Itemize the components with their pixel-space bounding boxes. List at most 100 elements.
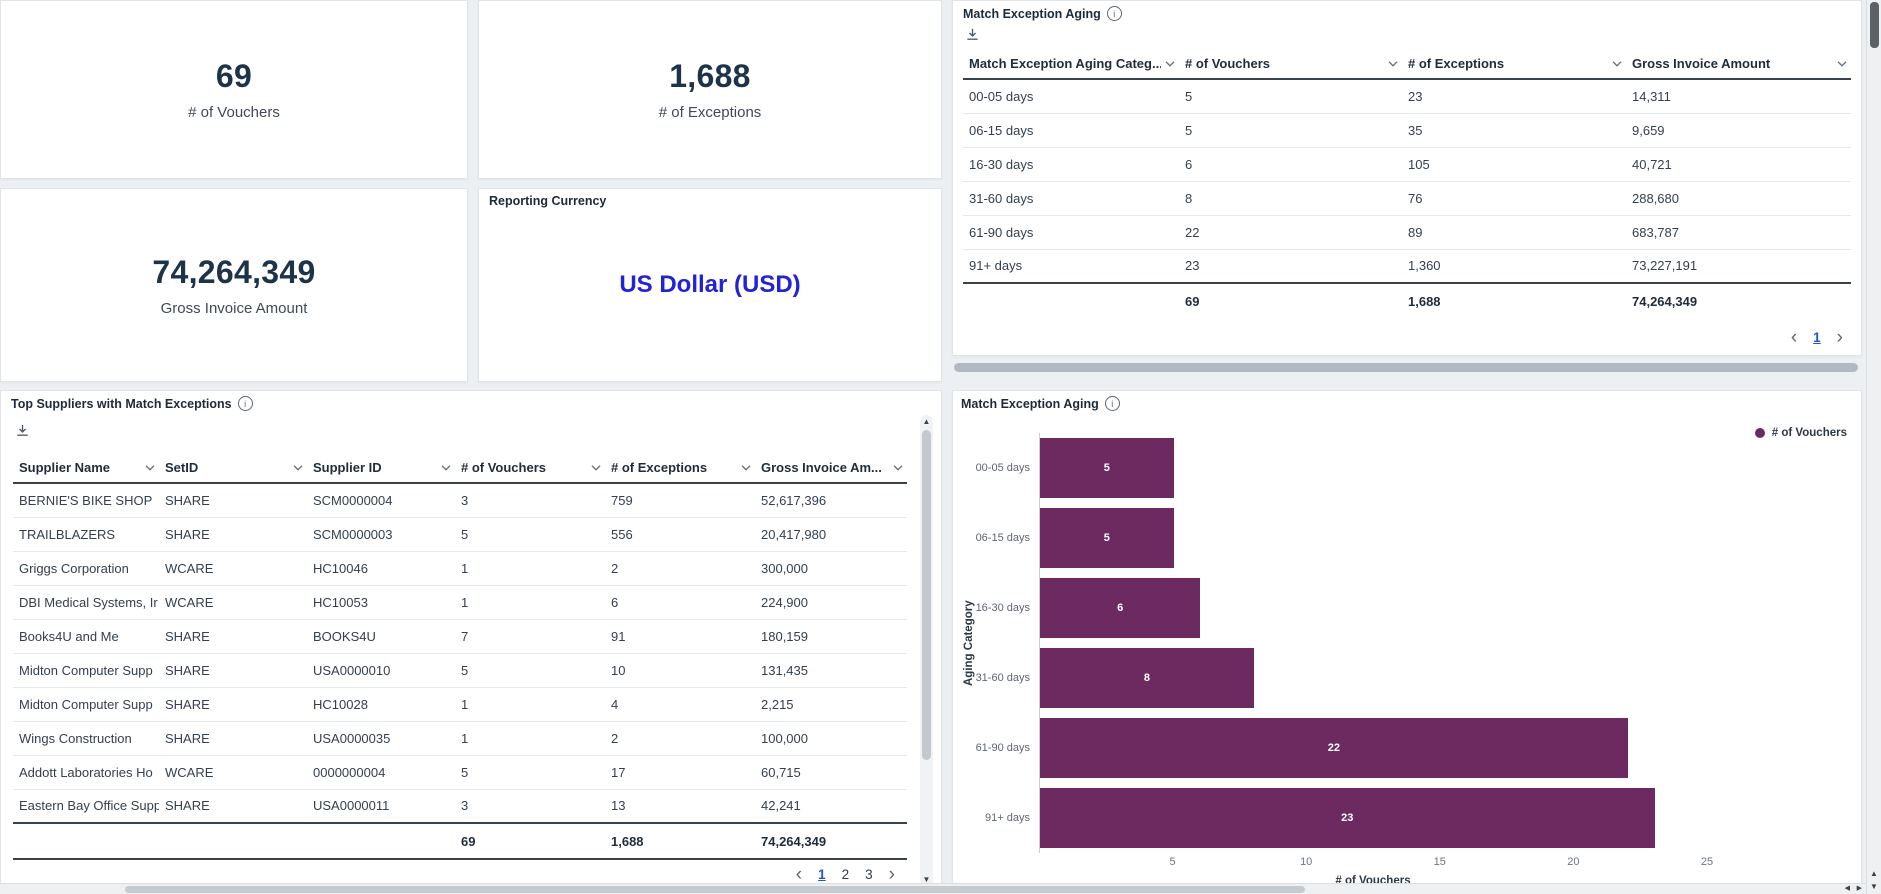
suppliers-table-column-header[interactable]: # of Exceptions [605, 453, 755, 484]
scroll-down-icon[interactable]: ▼ [922, 875, 931, 884]
download-button[interactable] [13, 421, 31, 439]
suppliers-table-row[interactable]: Midton Computer Supp SHARE HC10028 1 4 2,215 [13, 687, 907, 722]
y-tick-label: 00-05 days [975, 462, 1030, 474]
scroll-up-icon[interactable]: ▲ [1870, 869, 1878, 878]
aging-table-row[interactable]: 00-05 days 5 23 14,311 [963, 79, 1851, 114]
cell: 23 [1179, 249, 1402, 284]
suppliers-table-column-header[interactable]: SetID [159, 453, 307, 484]
bar[interactable]: 6 [1040, 578, 1201, 638]
aging-table-prev-page-button[interactable]: ‹ [1790, 327, 1798, 348]
cell: 288,680 [1626, 181, 1851, 216]
exceptions-kpi-card: 1,688 # of Exceptions [478, 0, 942, 179]
suppliers-table-row[interactable]: Wings Construction SHARE USA0000035 1 2 100,0… [13, 721, 907, 756]
aging-table-next-page-button[interactable]: › [1836, 327, 1843, 348]
page-vertical-scrollbar[interactable]: ▲ ▼ [1866, 0, 1881, 894]
scrollbar-thumb[interactable] [1870, 2, 1879, 48]
scrollbar-thumb[interactable] [954, 363, 1858, 372]
scrollbar-thumb[interactable] [922, 430, 931, 760]
download-icon [965, 27, 980, 42]
download-button[interactable] [963, 25, 981, 43]
aging-table-row[interactable]: 61-90 days 22 89 683,787 [963, 215, 1851, 250]
bar[interactable]: 23 [1040, 788, 1655, 848]
suppliers-table-totals-row: 69 1,688 74,264,349 [13, 822, 907, 860]
aging-table: Match Exception Aging Categ... # of Vouch… [963, 49, 1851, 319]
aging-table-column-header[interactable]: Gross Invoice Amount [1626, 49, 1851, 80]
suppliers-table-row[interactable]: Midton Computer Supp SHARE USA0000010 5 10 13… [13, 653, 907, 688]
cell: Midton Computer Supp [13, 653, 159, 688]
suppliers-table-row[interactable]: Addott Laboratories Ho WCARE 0000000004 5 17… [13, 755, 907, 790]
cell: 1 [455, 687, 605, 722]
suppliers-table-column-header[interactable]: # of Vouchers [455, 453, 605, 484]
info-icon[interactable]: i [1104, 396, 1120, 411]
aging-table-column-header[interactable]: # of Exceptions [1402, 49, 1626, 80]
suppliers-vertical-scrollbar[interactable]: ▲ ▼ [920, 415, 933, 887]
aging-table-title: Match Exception Aging i [963, 6, 1122, 21]
scroll-left-icon[interactable]: ◀ [1844, 885, 1850, 892]
sort-chevron-icon [1165, 60, 1175, 67]
plot-area: 6 [1039, 573, 1708, 643]
aging-table-column-header[interactable]: # of Vouchers [1179, 49, 1402, 80]
info-icon[interactable]: i [1106, 6, 1122, 21]
cell: 1 [455, 585, 605, 620]
y-tick-label: 16-30 days [975, 602, 1030, 614]
bar[interactable]: 5 [1040, 438, 1174, 498]
suppliers-table-column-header[interactable]: Supplier ID [307, 453, 455, 484]
aging-table-row[interactable]: 91+ days 23 1,360 73,227,191 [963, 249, 1851, 284]
info-icon[interactable]: i [237, 396, 253, 411]
aging-table-row[interactable]: 31-60 days 8 76 288,680 [963, 181, 1851, 216]
plot-area: 22 [1039, 713, 1708, 783]
suppliers-table-row[interactable]: Eastern Bay Office Supp SHARE USA0000011 3 1… [13, 789, 907, 824]
suppliers-table-next-page-button[interactable]: › [888, 864, 895, 885]
aging-table-hscrollbar[interactable] [954, 363, 1858, 372]
bar-chart: 00-05 days 5 06-15 days 5 16-30 days 6 31-60 d… [953, 433, 1714, 887]
aging-table-row[interactable]: 06-15 days 5 35 9,659 [963, 113, 1851, 148]
cell: 300,000 [755, 551, 907, 586]
cell: 131,435 [755, 653, 907, 688]
aging-table-page-1[interactable]: 1 [1813, 330, 1821, 345]
suppliers-table-row[interactable]: BERNIE'S BIKE SHOP SHARE SCM0000004 3 759 52,… [13, 483, 907, 518]
suppliers-table-prev-page-button[interactable]: ‹ [795, 864, 803, 885]
cell: 5 [455, 517, 605, 552]
chart-row: 00-05 days 5 [953, 433, 1708, 503]
suppliers-table-row[interactable]: TRAILBLAZERS SHARE SCM0000003 5 556 20,417,98… [13, 517, 907, 552]
download-icon [15, 423, 30, 438]
cell: 2 [605, 551, 755, 586]
aging-table-card: Match Exception Aging i Match Exception … [952, 0, 1862, 356]
suppliers-table-page-3[interactable]: 3 [865, 867, 873, 882]
scrollbar-thumb[interactable] [125, 886, 1305, 893]
cell: SHARE [159, 789, 307, 824]
cell: Midton Computer Supp [13, 687, 159, 722]
bar[interactable]: 5 [1040, 508, 1174, 568]
suppliers-table-page-1[interactable]: 1 [818, 867, 826, 882]
bar[interactable]: 8 [1040, 648, 1254, 708]
chart-row: 61-90 days 22 [953, 713, 1708, 783]
cell: SHARE [159, 721, 307, 756]
aging-table-pagination: ‹ 1 › [1791, 328, 1843, 347]
suppliers-table-row[interactable]: Books4U and Me SHARE BOOKS4U 7 91 180,159 [13, 619, 907, 654]
suppliers-table-row[interactable]: Griggs Corporation WCARE HC10046 1 2 300,000 [13, 551, 907, 586]
scroll-down-icon[interactable]: ▼ [1870, 882, 1878, 891]
chart-legend[interactable]: # of Vouchers [1754, 427, 1847, 439]
chart-row: 06-15 days 5 [953, 503, 1708, 573]
bar[interactable]: 22 [1040, 718, 1628, 778]
exceptions-kpi-value: 1,688 [669, 58, 751, 94]
scroll-right-icon[interactable]: ▶ [1856, 885, 1862, 892]
gross-amount-kpi-label: Gross Invoice Amount [160, 299, 308, 317]
chart-x-axis: 5 10 15 20 25 [1039, 853, 1714, 871]
suppliers-table-row[interactable]: DBI Medical Systems, Ir WCARE HC10053 1 6 224… [13, 585, 907, 620]
x-tick-label: 10 [1300, 856, 1313, 868]
page-horizontal-scrollbar[interactable]: ◀ ▶ [0, 883, 1866, 894]
x-tick-label: 5 [1169, 856, 1176, 868]
cell: 76 [1402, 181, 1626, 216]
cell: USA0000011 [307, 789, 455, 824]
suppliers-table-page-2[interactable]: 2 [841, 867, 850, 882]
reporting-currency-card: Reporting Currency US Dollar (USD) [478, 188, 942, 382]
aging-table-column-header[interactable]: Match Exception Aging Categ... [963, 49, 1179, 80]
chart-row: 91+ days 23 [953, 783, 1708, 853]
suppliers-table-column-header[interactable]: Gross Invoice Am... [755, 453, 907, 484]
suppliers-table-column-header[interactable]: Supplier Name [13, 453, 159, 484]
cell: WCARE [159, 551, 307, 586]
aging-table-row[interactable]: 16-30 days 6 105 40,721 [963, 147, 1851, 182]
scroll-up-icon[interactable]: ▲ [922, 417, 931, 426]
cell: 759 [605, 483, 755, 518]
